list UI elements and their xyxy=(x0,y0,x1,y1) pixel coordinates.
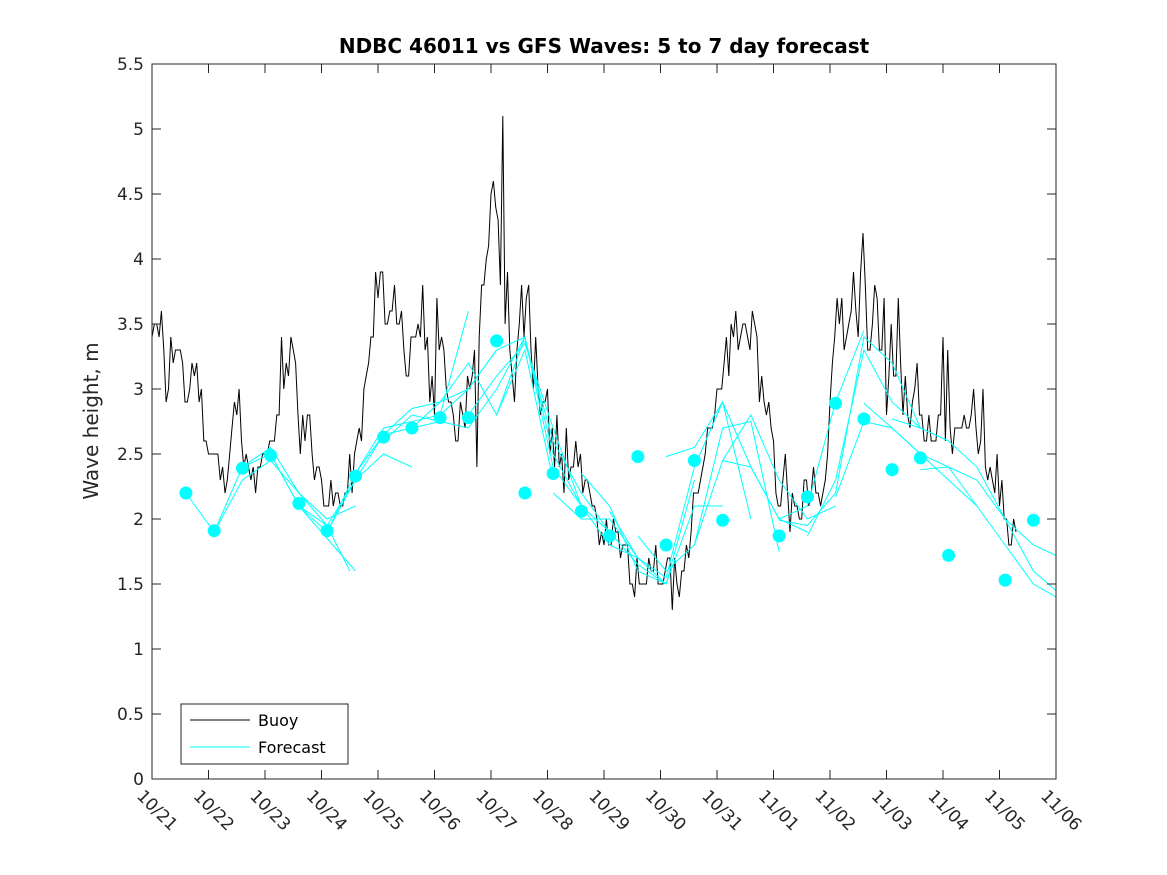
forecast-run-line-13 xyxy=(524,340,667,585)
forecast-point-29 xyxy=(1026,513,1040,527)
forecast-run-line-8 xyxy=(383,336,526,442)
y-tick-label: 1.5 xyxy=(117,575,144,595)
forecast-point-8 xyxy=(377,430,391,444)
forecast-run-line-20 xyxy=(722,330,865,520)
y-tick-label: 3 xyxy=(133,380,144,400)
forecast-run-line-19 xyxy=(693,413,836,546)
forecast-point-5 xyxy=(292,496,306,510)
forecast-point-7 xyxy=(348,469,362,483)
forecast-point-11 xyxy=(461,411,475,425)
forecast-point-4 xyxy=(264,448,278,462)
forecast-run-line-25 xyxy=(891,418,1056,556)
forecast-run-line-12 xyxy=(496,335,639,559)
forecast-run-line-9 xyxy=(411,348,554,481)
legend-box xyxy=(180,703,349,765)
forecast-point-21 xyxy=(772,529,786,543)
forecast-point-22 xyxy=(800,490,814,504)
legend-buoy-label: Buoy xyxy=(258,711,298,730)
forecast-point-9 xyxy=(405,421,419,435)
y-tick-label: 5.5 xyxy=(117,55,144,75)
forecast-run-line-6 xyxy=(326,310,469,533)
forecast-point-13 xyxy=(518,486,532,500)
y-tick-label: 5 xyxy=(133,120,144,140)
chart-title: NDBC 46011 vs GFS Waves: 5 to 7 day fore… xyxy=(339,34,870,58)
series-layer xyxy=(152,115,1056,611)
forecast-point-17 xyxy=(631,450,645,464)
forecast-point-20 xyxy=(716,513,730,527)
forecast-point-16 xyxy=(603,529,617,543)
forecast-point-19 xyxy=(687,454,701,467)
forecast-point-3 xyxy=(235,461,249,475)
forecast-point-1 xyxy=(179,486,193,500)
forecast-point-14 xyxy=(546,467,560,480)
y-tick-label: 3.5 xyxy=(117,315,144,335)
forecast-run-line-10 xyxy=(439,336,582,507)
y-tick-label: 0.5 xyxy=(117,705,144,725)
forecast-run-line-26 xyxy=(920,466,1056,591)
forecast-run-line-24 xyxy=(863,402,1056,598)
plot-area xyxy=(152,64,1056,779)
forecast-point-15 xyxy=(574,504,588,518)
forecast-point-23 xyxy=(829,396,843,410)
forecast-point-25 xyxy=(885,463,899,477)
forecast-point-18 xyxy=(659,538,673,552)
forecast-point-2 xyxy=(207,524,221,538)
forecast-point-24 xyxy=(857,412,871,426)
forecast-point-26 xyxy=(913,451,927,465)
y-tick-label: 1 xyxy=(133,640,144,660)
forecast-point-10 xyxy=(433,411,447,425)
forecast-run-line-15 xyxy=(581,473,723,585)
forecast-run-line-17 xyxy=(637,420,780,572)
y-tick-label: 2.5 xyxy=(117,445,144,465)
legend-forecast-label: Forecast xyxy=(258,738,326,757)
forecast-point-6 xyxy=(320,524,334,538)
legend: Buoy Forecast xyxy=(180,703,349,765)
buoy-series-line xyxy=(152,115,1017,611)
y-tick-label: 0 xyxy=(133,770,144,790)
forecast-point-28 xyxy=(998,573,1012,587)
forecast-run-line-16 xyxy=(609,400,752,579)
y-tick-label: 4.5 xyxy=(117,185,144,205)
forecast-point-27 xyxy=(942,548,956,562)
y-axis-label: Wave height, m xyxy=(79,342,103,499)
y-tick-label: 4 xyxy=(133,250,144,270)
forecast-point-12 xyxy=(490,334,504,348)
y-tick-label: 2 xyxy=(133,510,144,530)
